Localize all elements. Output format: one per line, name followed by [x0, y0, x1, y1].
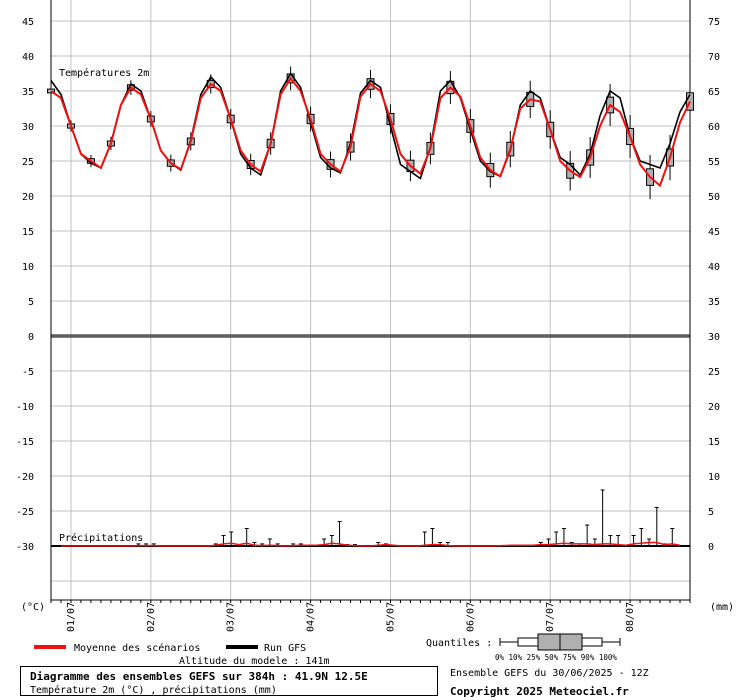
x-tick-label: 05/07	[385, 602, 396, 632]
y-left-tick-label: -20	[16, 472, 34, 483]
y-left-tick-label: 40	[22, 52, 34, 63]
x-tick-label: 04/07	[306, 602, 317, 632]
quantile-ticks: 0% 10% 25% 50% 75% 90% 100%	[495, 653, 617, 662]
ensemble-run-label: Ensemble GEFS du 30/06/2025 - 12Z	[450, 668, 649, 679]
mean-line	[50, 76, 691, 188]
y-right-tick-label: 10	[708, 472, 720, 483]
y-left-tick-label: -25	[16, 507, 34, 518]
y-left-tick-label: 20	[22, 192, 34, 203]
x-tick-label: 03/07	[226, 602, 237, 632]
x-tick-label: 06/07	[465, 602, 476, 632]
x-tick-label: 01/07	[66, 602, 77, 632]
y-left-tick-label: 0	[28, 332, 34, 343]
y-right-tick-label: 60	[708, 122, 720, 133]
y-left-tick-label: 10	[22, 262, 34, 273]
tick-labels: 01/07 02/07 03/07 04/07 05/07 06/07 07/07 08/07…	[16, 17, 720, 632]
y-right-tick-label: 40	[708, 262, 720, 273]
grid-lines	[51, 0, 690, 600]
y-right-tick-label: 30	[708, 332, 720, 343]
y-right-tick-label: 20	[708, 402, 720, 413]
y-left-tick-label: 35	[22, 87, 34, 98]
chart-title-box: Diagramme des ensembles GEFS sur 384h : …	[20, 666, 438, 696]
precip-mean-line	[61, 541, 681, 547]
y-right-tick-label: 70	[708, 52, 720, 63]
y-left-tick-label: 15	[22, 227, 34, 238]
y-right-tick-label: 0	[708, 542, 714, 553]
y-right-tick-label: 75	[708, 17, 720, 28]
y-right-tick-label: 35	[708, 297, 720, 308]
y-left-tick-label: 5	[28, 297, 34, 308]
temp-panel-label: Températures 2m	[59, 67, 149, 79]
y-left-tick-label: -15	[16, 437, 34, 448]
y-right-tick-label: 55	[708, 157, 720, 168]
y-right-tick-label: 45	[708, 227, 720, 238]
quantiles-label: Quantiles :	[426, 638, 492, 649]
y-right-tick-label: 65	[708, 87, 720, 98]
y-left-tick-label: -5	[22, 367, 34, 378]
y-left-tick-label: -10	[16, 402, 34, 413]
right-unit-label: (mm)	[710, 602, 734, 613]
precip-panel-label: Précipitations	[59, 532, 143, 544]
altitude-label: Altitude du modele : 141m	[179, 656, 330, 667]
y-left-tick-label: 30	[22, 122, 34, 133]
y-left-tick-label: -30	[16, 542, 34, 553]
precipitation-marks	[61, 489, 681, 547]
y-right-tick-label: 5	[708, 507, 714, 518]
legend-run-label: Run GFS	[264, 643, 306, 654]
quantile-key	[499, 633, 621, 651]
x-tick-label: 08/07	[625, 602, 636, 632]
chart-title: Diagramme des ensembles GEFS sur 384h : …	[30, 670, 368, 683]
x-tick-label: 02/07	[146, 602, 157, 632]
legend-mean-label: Moyenne des scénarios	[74, 642, 200, 654]
copyright-label: Copyright 2025 Meteociel.fr	[450, 685, 629, 698]
temperature-boxplots	[47, 66, 694, 200]
y-right-tick-label: 50	[708, 192, 720, 203]
temperature-lines	[50, 72, 691, 188]
chart-subtitle: Température 2m (°C) , précipitations (mm…	[30, 685, 277, 696]
x-tick-label: 07/07	[545, 602, 556, 632]
left-unit-label: (°C)	[21, 602, 45, 613]
y-right-tick-label: 25	[708, 367, 720, 378]
y-left-tick-label: 25	[22, 157, 34, 168]
y-left-tick-label: 45	[22, 17, 34, 28]
y-right-tick-label: 15	[708, 437, 720, 448]
